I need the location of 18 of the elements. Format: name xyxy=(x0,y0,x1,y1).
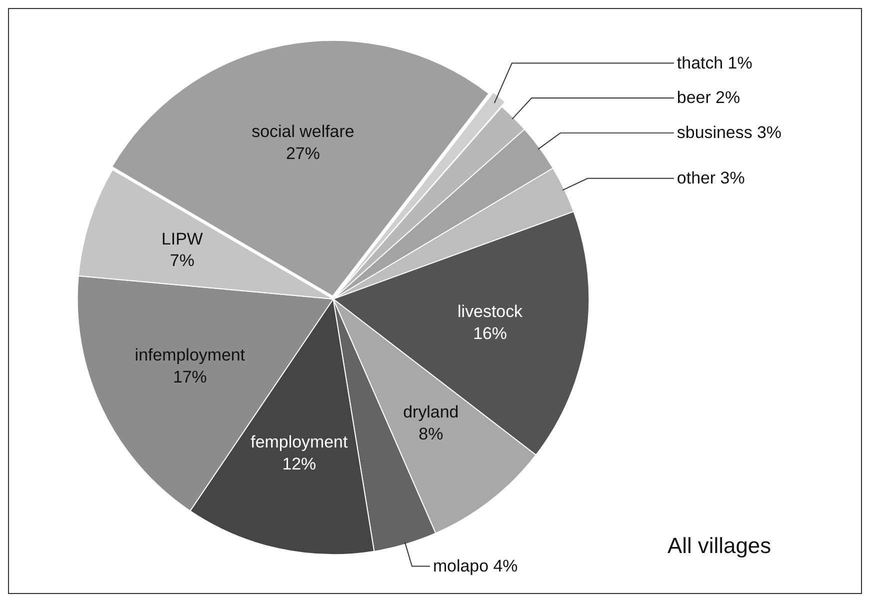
slice-label: sbusiness 3% xyxy=(676,123,782,142)
slice-label: beer 2% xyxy=(676,88,740,108)
data-label: 8% xyxy=(418,424,444,444)
slice-label: LIPW xyxy=(161,229,203,248)
slice-label: femployment xyxy=(250,432,348,452)
slice-label: dryland xyxy=(403,402,459,422)
data-label: 27% xyxy=(286,144,320,164)
slice-label: infemployment xyxy=(134,346,246,365)
data-label: 7% xyxy=(170,251,194,270)
data-label: 12% xyxy=(282,454,316,474)
data-label: 17% xyxy=(172,368,207,387)
slice-label: other 3% xyxy=(676,168,745,188)
text: All villages xyxy=(667,533,772,558)
slice-label: social welfare xyxy=(252,122,354,142)
slice-label: molapo 4% xyxy=(432,556,518,576)
data-label: 16% xyxy=(473,324,507,343)
slice-label: livestock xyxy=(458,302,524,321)
slice-label: thatch 1% xyxy=(676,53,752,72)
